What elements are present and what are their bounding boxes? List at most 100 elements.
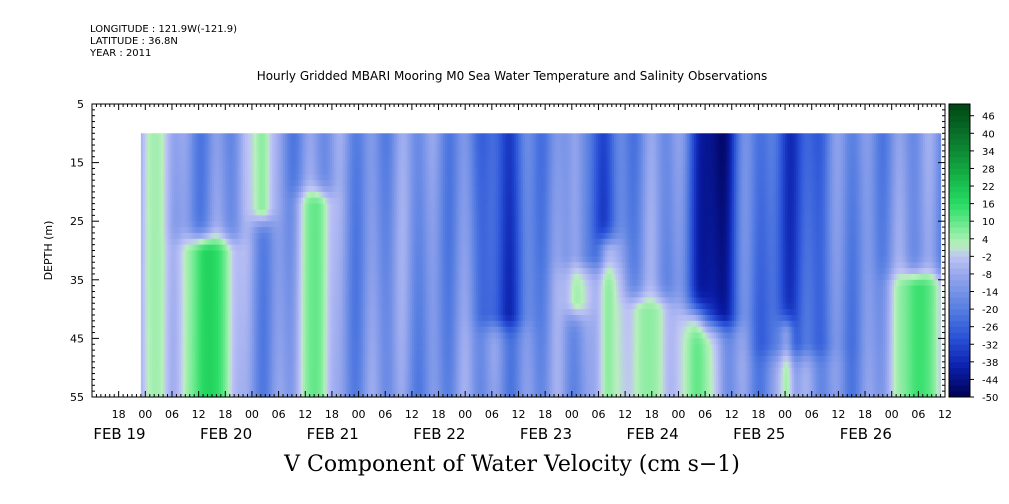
heatmap-cell <box>200 215 204 222</box>
heatmap-cell <box>245 227 249 234</box>
heatmap-cell <box>163 232 166 240</box>
heatmap-cell <box>140 268 144 275</box>
heatmap-cell <box>163 133 166 140</box>
heatmap-cell <box>158 338 162 345</box>
heatmap-cell <box>251 156 255 164</box>
heatmap-cell <box>165 227 169 234</box>
heatmap-cell <box>218 250 222 257</box>
heatmap-cell <box>231 355 235 363</box>
heatmap-cell <box>147 186 151 193</box>
heatmap-cell <box>167 174 171 181</box>
heatmap-cell <box>214 332 217 339</box>
heatmap-cell <box>209 273 213 281</box>
heatmap-cell <box>154 303 158 310</box>
heatmap-cell <box>194 332 198 339</box>
heatmap-cell <box>251 268 255 275</box>
heatmap-cell <box>218 273 222 281</box>
heatmap-cell <box>143 350 146 357</box>
heatmap-cell <box>147 256 151 263</box>
heatmap-cell <box>238 350 242 357</box>
heatmap-cell <box>225 150 229 158</box>
heatmap-cell <box>180 197 184 205</box>
heatmap-cell <box>194 273 198 281</box>
heatmap-cell <box>229 273 233 281</box>
heatmap-cell <box>171 244 175 252</box>
heatmap-cell <box>203 227 206 234</box>
heatmap-cell <box>140 297 144 304</box>
heatmap-cell <box>214 256 217 263</box>
heatmap-cell <box>200 291 204 298</box>
heatmap-cell <box>171 391 175 398</box>
heatmap-cell <box>176 303 180 310</box>
heatmap-cell <box>185 174 189 181</box>
heatmap-cell <box>245 168 249 175</box>
heatmap-cell <box>249 168 253 175</box>
heatmap-cell <box>207 379 211 386</box>
heatmap-cell <box>140 326 144 334</box>
heatmap-cell <box>156 156 160 164</box>
heatmap-cell <box>154 256 158 263</box>
heatmap-cell <box>205 326 209 334</box>
heatmap-cell <box>214 303 217 310</box>
heatmap-cell <box>225 385 229 392</box>
heatmap-cell <box>214 391 217 398</box>
heatmap-cell <box>171 191 175 199</box>
heatmap-cell <box>234 209 237 216</box>
heatmap-cell <box>147 379 151 386</box>
heatmap-cell <box>167 262 171 269</box>
heatmap-cell <box>180 279 184 287</box>
heatmap-cell <box>207 133 211 140</box>
heatmap-cell <box>158 303 162 310</box>
heatmap-cell <box>160 186 164 193</box>
heatmap-cell <box>194 150 198 158</box>
heatmap-cell <box>220 180 224 187</box>
heatmap-cell <box>214 232 217 240</box>
heatmap-cell <box>231 215 235 222</box>
heatmap-cell <box>183 379 186 386</box>
heatmap-cell <box>149 203 153 211</box>
heatmap-cell <box>151 326 155 334</box>
heatmap-cell <box>178 291 182 298</box>
heatmap-cell <box>143 133 146 140</box>
heatmap-cell <box>171 221 175 228</box>
heatmap-cell <box>165 314 169 322</box>
heatmap-cell <box>187 344 191 351</box>
heatmap-cell <box>165 291 169 298</box>
heatmap-cell <box>189 238 193 246</box>
heatmap <box>140 133 942 398</box>
heatmap-cell <box>211 203 215 211</box>
heatmap-cell <box>187 309 191 316</box>
heatmap-cell <box>171 133 175 140</box>
heatmap-cell <box>160 133 164 140</box>
heatmap-cell <box>207 209 211 216</box>
heatmap-cell <box>207 285 211 293</box>
heatmap-cell <box>236 332 240 339</box>
heatmap-cell <box>251 314 255 322</box>
heatmap-cell <box>160 338 164 345</box>
heatmap-cell <box>247 332 251 339</box>
heatmap-cell <box>225 355 229 363</box>
heatmap-cell <box>229 285 233 293</box>
heatmap-cell <box>165 197 169 205</box>
heatmap-cell <box>251 186 255 193</box>
heatmap-cell <box>227 186 231 193</box>
heatmap-cell <box>183 238 186 246</box>
heatmap-cell <box>191 303 195 310</box>
heatmap-cell <box>160 232 164 240</box>
heatmap-cell <box>160 391 164 398</box>
heatmap-cell <box>196 191 200 199</box>
heatmap-cell <box>251 174 255 181</box>
heatmap-cell <box>234 273 237 281</box>
heatmap-cell <box>154 162 158 170</box>
heatmap-cell <box>160 209 164 216</box>
heatmap-cell <box>254 244 257 252</box>
heatmap-cell <box>214 291 217 298</box>
heatmap-cell <box>191 244 195 252</box>
heatmap-cell <box>209 297 213 304</box>
heatmap-cell <box>151 297 155 304</box>
heatmap-cell <box>209 180 213 187</box>
heatmap-cell <box>211 156 215 164</box>
heatmap-cell <box>207 203 211 211</box>
heatmap-cell <box>227 145 231 152</box>
heatmap-cell <box>147 262 151 269</box>
